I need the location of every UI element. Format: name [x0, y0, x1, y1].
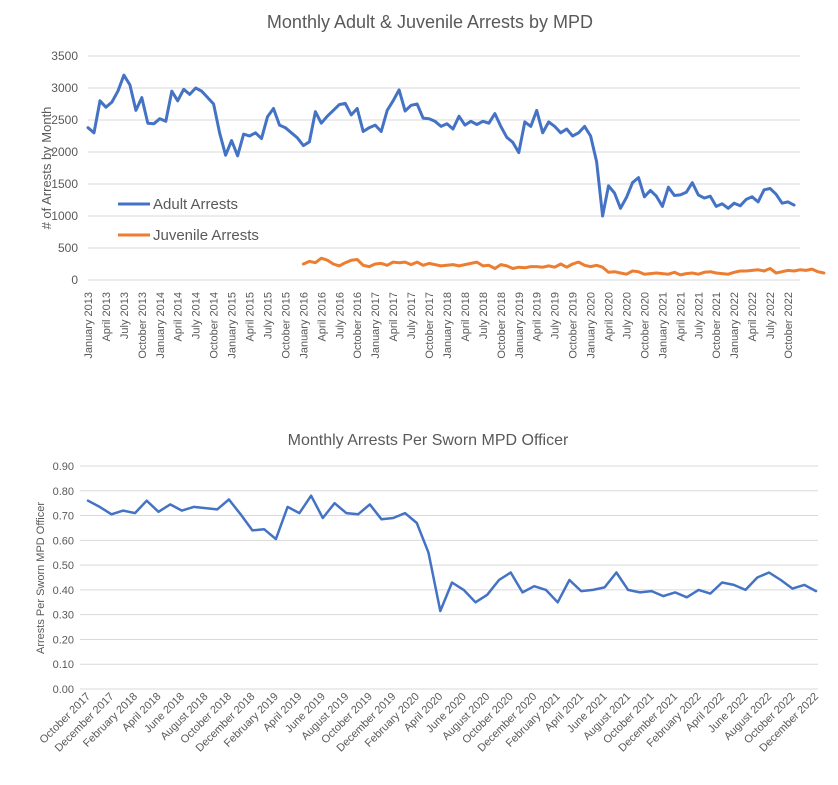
series-lines: [86, 494, 818, 613]
x-tick-labels: January 2013 April 2013 July 2013 October 2…: [83, 292, 795, 359]
y-tick-label: 500: [58, 241, 78, 255]
y-tick-label: 0.60: [53, 535, 74, 547]
y-tick-label: 0.30: [53, 610, 74, 622]
x-tick-label: October 2014: [209, 292, 221, 359]
adult-juvenile-arrests-chart: Monthly Adult & Juvenile Arrests by MPD …: [39, 12, 826, 359]
y-tick-label: 0.40: [53, 585, 74, 597]
y-tick-label: 2500: [51, 113, 78, 127]
legend: Adult Arrests Juvenile Arrests: [118, 196, 259, 244]
y-tick-label: 0: [71, 273, 78, 287]
arrests-per-officer-line: [86, 494, 818, 613]
x-tick-label: April 2015: [245, 292, 257, 342]
y-tick-label: 0.90: [53, 461, 74, 473]
x-tick-label: October 2021: [711, 292, 723, 359]
x-tick-label: April 2020: [604, 292, 616, 342]
juvenile-arrests-line: [301, 256, 826, 277]
y-tick-label: 0.00: [53, 684, 74, 696]
grid-lines: [80, 465, 818, 690]
y-tick-labels: 0.00 0.10 0.20 0.30 0.40 0.50 0.60 0.70 0.80 0.90: [53, 461, 74, 696]
x-tick-label: January 2021: [657, 292, 669, 359]
x-tick-label: April 2016: [316, 292, 328, 342]
x-tick-label: July 2022: [765, 292, 777, 339]
y-tick-label: 0.10: [53, 659, 74, 671]
chart-title: Monthly Arrests Per Sworn MPD Officer: [288, 432, 569, 449]
y-tick-labels: 0 500 1000 1500 2000 2500 3000 3500: [51, 49, 78, 287]
adult-arrests-line: [86, 73, 796, 218]
x-tick-label: January 2017: [370, 292, 382, 359]
x-tick-label: July 2019: [550, 292, 562, 339]
y-tick-label: 0.80: [53, 486, 74, 498]
x-tick-label: October 2013: [137, 292, 149, 359]
x-tick-label: October 2017: [424, 292, 436, 359]
x-tick-label: July 2021: [693, 292, 705, 339]
legend-label-juvenile: Juvenile Arrests: [153, 227, 259, 244]
grid-lines: [88, 55, 800, 281]
x-tick-label: January 2019: [514, 292, 526, 359]
x-tick-label: October 2019: [568, 292, 580, 359]
x-tick-label: January 2013: [83, 292, 95, 359]
y-tick-label: 1500: [51, 177, 78, 191]
y-tick-label: 0.50: [53, 560, 74, 572]
y-axis-label: Arrests Per Sworn MPD Officer: [35, 502, 47, 654]
x-tick-label: April 2022: [747, 292, 759, 342]
y-tick-label: 3000: [51, 81, 78, 95]
x-tick-label: January 2022: [729, 292, 741, 359]
series-lines: [86, 73, 826, 277]
x-tick-label: July 2018: [478, 292, 490, 339]
x-tick-label: July 2015: [262, 292, 274, 339]
x-tick-label: October 2020: [639, 292, 651, 359]
x-tick-label: July 2013: [119, 292, 131, 339]
x-tick-label: January 2015: [227, 292, 239, 359]
x-tick-label: April 2021: [675, 292, 687, 342]
x-tick-label: January 2018: [442, 292, 454, 359]
x-tick-label: April 2014: [173, 292, 185, 342]
x-tick-label: April 2017: [388, 292, 400, 342]
x-tick-label: October 2016: [352, 292, 364, 359]
x-tick-label: April 2018: [460, 292, 472, 342]
chart-title: Monthly Adult & Juvenile Arrests by MPD: [267, 12, 593, 32]
x-tick-label: October 2015: [280, 292, 292, 359]
x-tick-label: April 2013: [101, 292, 113, 342]
arrests-per-officer-chart: Monthly Arrests Per Sworn MPD Officer Ar…: [35, 432, 821, 754]
x-tick-label: January 2014: [155, 292, 167, 359]
x-tick-label: July 2014: [191, 292, 203, 339]
x-tick-label: July 2016: [334, 292, 346, 339]
y-axis-label: # of Arrests by Month: [39, 107, 54, 230]
x-tick-label: April 2019: [532, 292, 544, 342]
y-tick-label: 0.70: [53, 511, 74, 523]
y-tick-label: 1000: [51, 209, 78, 223]
y-tick-label: 2000: [51, 145, 78, 159]
x-tick-label: October 2018: [496, 292, 508, 359]
x-tick-label: January 2020: [586, 292, 598, 359]
x-tick-label: July 2020: [621, 292, 633, 339]
x-tick-label: October 2022: [783, 292, 795, 359]
y-tick-label: 0.20: [53, 634, 74, 646]
x-tick-label: January 2016: [298, 292, 310, 359]
x-tick-label: July 2017: [406, 292, 418, 339]
y-tick-label: 3500: [51, 49, 78, 63]
legend-label-adult: Adult Arrests: [153, 196, 238, 213]
